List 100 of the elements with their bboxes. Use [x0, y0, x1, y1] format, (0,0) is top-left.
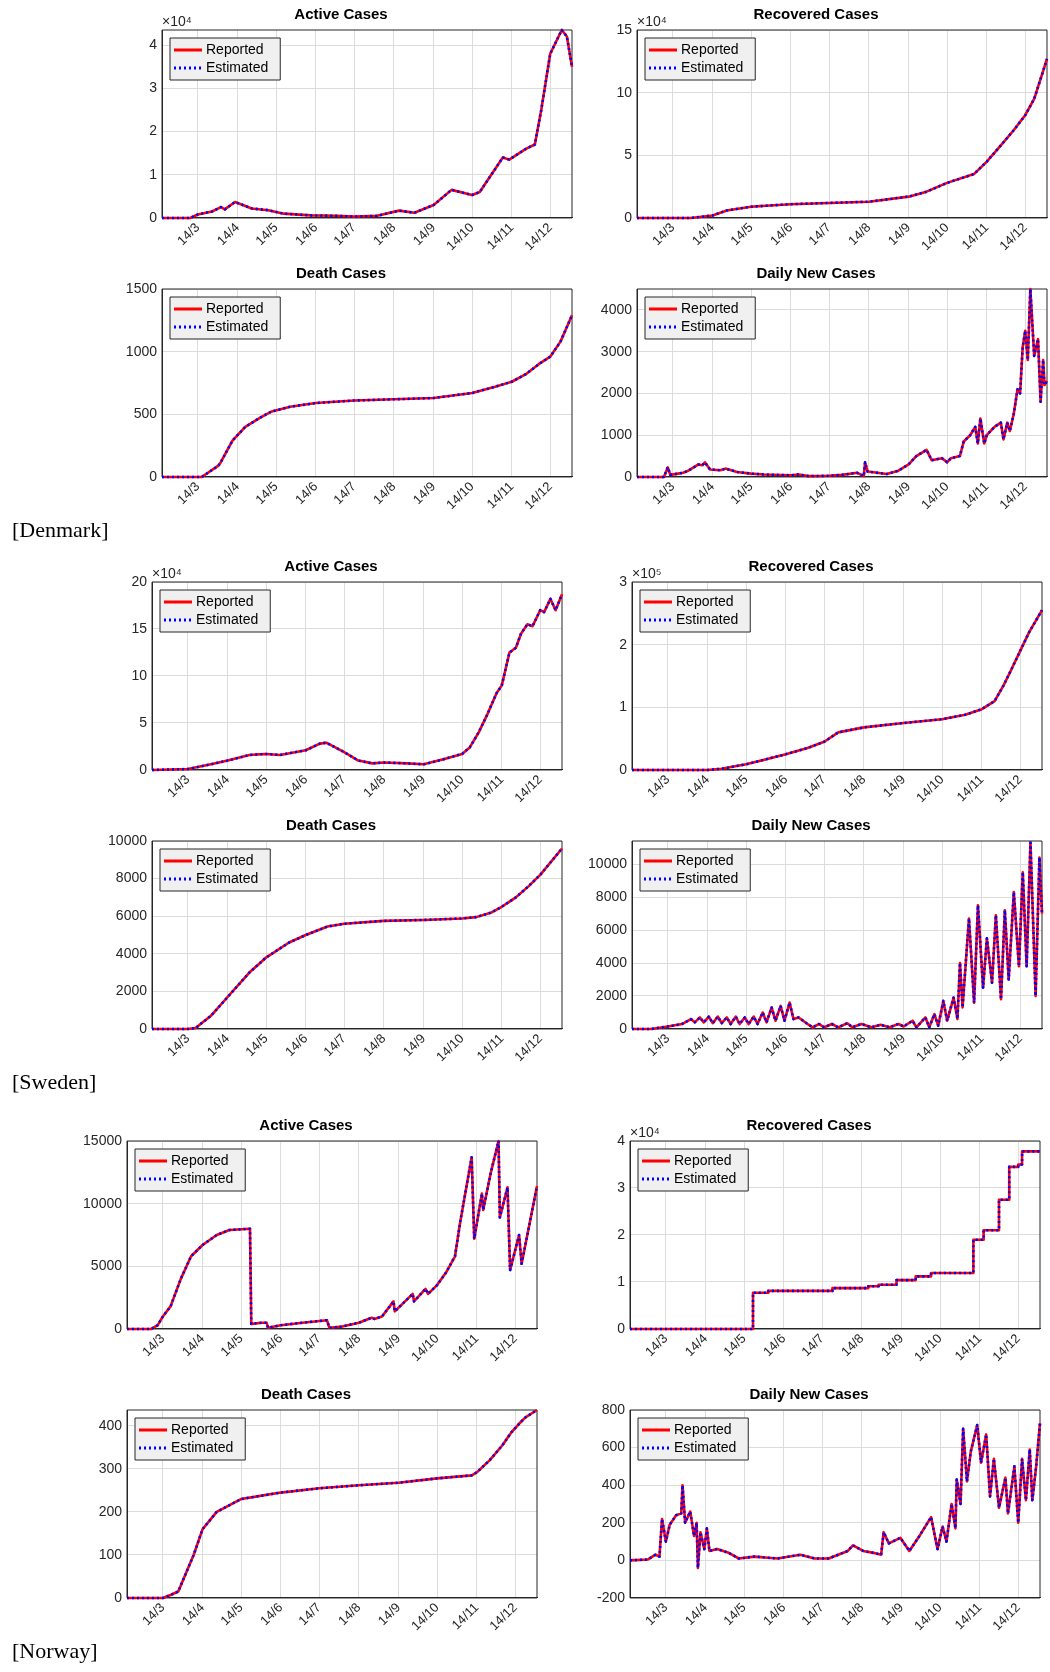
- y-tick-label: 0: [617, 1319, 626, 1336]
- y-tick-label: 4: [617, 1131, 626, 1148]
- y-tick-label: 8000: [595, 887, 628, 904]
- y-tick-label: 400: [601, 1476, 626, 1493]
- x-tick-label: 14/3: [649, 478, 678, 508]
- x-tick-label: 14/3: [164, 1030, 193, 1060]
- x-tick-label: 14/4: [178, 1330, 208, 1360]
- x-tick-label: 14/3: [139, 1599, 168, 1629]
- y-tick-label: 10000: [83, 1194, 123, 1211]
- x-tick-label: 14/8: [335, 1330, 364, 1360]
- chart-title: Death Cases: [260, 1385, 352, 1403]
- y-tick-label: 800: [601, 1400, 626, 1417]
- legend-label: Reported: [171, 1420, 229, 1437]
- x-tick-label: 14/3: [642, 1330, 671, 1360]
- y-tick-label: 0: [139, 760, 148, 777]
- y-tick-label: 0: [139, 1019, 148, 1036]
- y-tick-label: 4000: [115, 944, 148, 961]
- y-tick-label: 300: [98, 1459, 123, 1476]
- x-tick-label: 14/9: [374, 1599, 404, 1629]
- y-tick-label: 3000: [600, 342, 633, 359]
- x-tick-label: 14/3: [642, 1599, 671, 1629]
- legend-label: Reported: [676, 851, 734, 868]
- legend-label: Reported: [206, 299, 264, 316]
- x-tick-label: 14/6: [766, 478, 796, 508]
- x-tick-label: 14/8: [845, 219, 874, 249]
- legend-label: Estimated: [676, 610, 739, 627]
- x-tick-label: 14/6: [766, 219, 796, 249]
- chart-title: Death Cases: [285, 816, 377, 834]
- x-tick-label: 14/8: [360, 1030, 389, 1060]
- y-tick-label: 0: [617, 1551, 626, 1568]
- y-tick-label: 4000: [595, 953, 628, 970]
- y-tick-label: 20: [131, 572, 148, 589]
- y-tick-label: 4: [149, 35, 158, 52]
- y-tick-label: 5000: [90, 1257, 123, 1274]
- legend-label: Estimated: [676, 869, 739, 886]
- y-tick-label: 0: [619, 1019, 628, 1036]
- x-tick-label: 14/4: [688, 219, 718, 249]
- x-tick-label: 14/6: [759, 1599, 789, 1629]
- y-tick-label: 2: [619, 635, 628, 652]
- legend-label: Reported: [674, 1420, 732, 1437]
- y-tick-label: 1: [619, 698, 628, 715]
- y-tick-label: 5: [624, 146, 633, 163]
- y-tick-label: 1500: [125, 279, 158, 296]
- y-tick-label: 2000: [595, 986, 628, 1003]
- x-tick-label: 14/9: [877, 1330, 907, 1360]
- y-tick-label: 6000: [595, 920, 628, 937]
- x-tick-label: 14/3: [164, 771, 193, 801]
- chart-title: Recovered Cases: [746, 1116, 872, 1134]
- chart-title: Recovered Cases: [748, 557, 874, 575]
- x-tick-label: 14/4: [683, 771, 713, 801]
- x-tick-label: 14/6: [759, 1330, 789, 1360]
- x-tick-label: 14/4: [688, 478, 718, 508]
- x-tick-label: 14/3: [139, 1330, 168, 1360]
- legend-label: Reported: [206, 40, 264, 57]
- y-tick-label: 500: [133, 405, 158, 422]
- x-tick-label: 14/3: [174, 478, 203, 508]
- legend-label: Estimated: [206, 317, 269, 334]
- x-tick-label: 14/9: [884, 478, 914, 508]
- x-tick-label: 14/9: [884, 219, 914, 249]
- y-axis-title: ×10⁴: [162, 12, 192, 29]
- y-tick-label: 10: [616, 83, 633, 100]
- text: [Denmark]: [12, 517, 109, 543]
- x-tick-label: 14/8: [840, 771, 869, 801]
- x-tick-label: 14/6: [291, 478, 321, 508]
- legend-label: Estimated: [196, 610, 259, 627]
- legend-label: Estimated: [206, 58, 269, 75]
- legend-label: Estimated: [681, 317, 744, 334]
- legend-label: Estimated: [196, 869, 259, 886]
- x-tick-label: 14/6: [281, 1030, 311, 1060]
- y-tick-label: 0: [114, 1319, 123, 1336]
- x-tick-label: 14/9: [879, 1030, 909, 1060]
- chart-title: Daily New Cases: [751, 816, 871, 834]
- text: [Norway]: [12, 1638, 98, 1664]
- y-tick-label: 15: [131, 619, 148, 636]
- x-tick-label: 14/6: [281, 771, 311, 801]
- y-tick-label: 2000: [115, 982, 148, 999]
- y-tick-label: 5: [139, 713, 148, 730]
- x-tick-label: 14/9: [877, 1599, 907, 1629]
- y-tick-label: 100: [98, 1545, 123, 1562]
- x-tick-label: 14/8: [845, 478, 874, 508]
- x-tick-label: 14/3: [644, 771, 673, 801]
- chart-title: Death Cases: [295, 264, 387, 282]
- x-tick-label: 14/6: [291, 219, 321, 249]
- legend-label: Reported: [674, 1151, 732, 1168]
- y-tick-label: 1000: [600, 426, 633, 443]
- chart-title: Active Cases: [284, 557, 378, 575]
- x-tick-label: 14/6: [761, 1030, 791, 1060]
- legend-label: Reported: [196, 592, 254, 609]
- x-tick-label: 14/8: [838, 1330, 867, 1360]
- y-tick-label: 0: [149, 467, 158, 484]
- x-tick-label: 14/9: [879, 771, 909, 801]
- y-tick-label: 3: [619, 572, 628, 589]
- chart-title: Recovered Cases: [753, 5, 879, 23]
- y-tick-label: 15: [616, 20, 633, 37]
- legend-label: Reported: [676, 592, 734, 609]
- x-tick-label: 14/9: [399, 771, 429, 801]
- x-tick-label: 14/9: [409, 478, 439, 508]
- chart-title: Daily New Cases: [749, 1385, 869, 1403]
- y-tick-label: 10000: [588, 854, 628, 871]
- y-tick-label: 200: [98, 1502, 123, 1519]
